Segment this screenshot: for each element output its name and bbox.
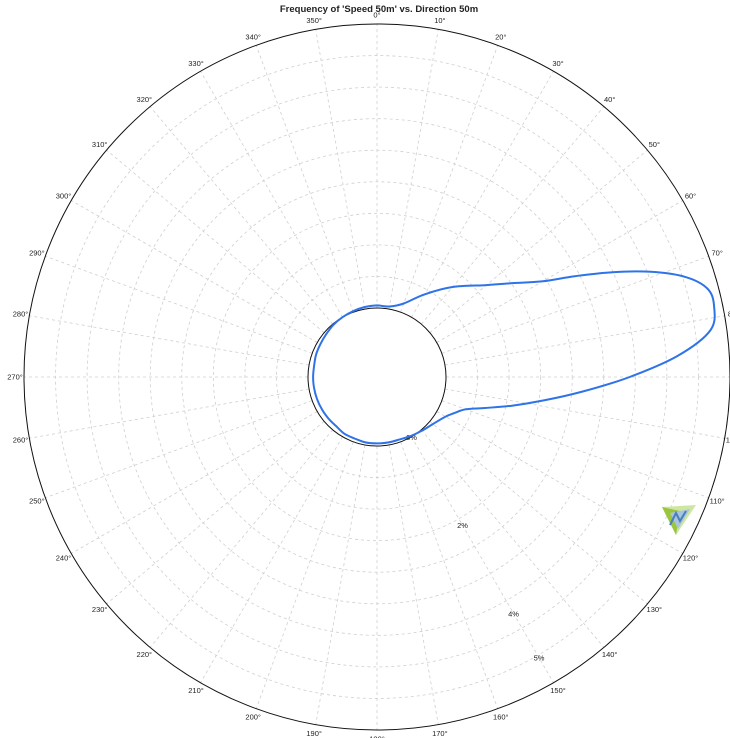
- direction-label: 100°: [726, 435, 730, 444]
- grid-spoke: [255, 441, 354, 709]
- grid-spoke: [149, 429, 333, 648]
- outer-circle: [23, 23, 730, 731]
- grid-spoke: [421, 429, 605, 648]
- direction-label: 30°: [552, 59, 563, 68]
- grid-spoke: [429, 421, 648, 605]
- direction-label: 260°: [13, 435, 29, 444]
- direction-label: 310°: [92, 140, 108, 149]
- grid-circle: [118, 118, 636, 636]
- grid-spoke: [29, 315, 310, 366]
- direction-label: 70°: [711, 249, 722, 258]
- direction-label: 340°: [245, 32, 261, 41]
- grid-spoke: [255, 45, 354, 313]
- radial-labels: 0% 2% 4% 5%: [406, 433, 545, 663]
- grid-spoke: [29, 388, 310, 439]
- direction-label: 160°: [493, 713, 509, 722]
- direction-label: 10°: [434, 16, 445, 25]
- direction-label: 250°: [29, 496, 45, 505]
- grid-spoke: [315, 444, 366, 725]
- grid-spoke: [106, 421, 325, 605]
- grid-spoke: [45, 255, 313, 354]
- direction-label: 200°: [245, 713, 261, 722]
- grid-spoke: [200, 436, 343, 683]
- direction-label: 210°: [188, 686, 204, 695]
- direction-label: 320°: [137, 95, 153, 104]
- grid-spoke: [400, 441, 499, 709]
- grid-circle: [212, 212, 542, 542]
- direction-label: 110°: [710, 496, 725, 505]
- direction-label: 290°: [29, 249, 45, 258]
- direction-label: 170°: [432, 729, 448, 738]
- direction-label: 190°: [306, 729, 322, 738]
- radial-tick-label: 2%: [457, 521, 468, 530]
- direction-label: 280°: [13, 310, 29, 319]
- direction-label: 220°: [137, 650, 153, 659]
- grid-circle: [86, 86, 668, 668]
- grid-spoke: [411, 71, 554, 318]
- direction-label: 350°: [306, 16, 322, 25]
- direction-labels: 0°10°20°30°40°50°60°70°80°90°100°110°120…: [7, 11, 730, 738]
- direction-label: 180°: [369, 735, 385, 738]
- direction-label: 20°: [495, 32, 506, 41]
- grid-circle: [244, 244, 510, 510]
- direction-label: 50°: [649, 140, 660, 149]
- direction-label: 120°: [683, 554, 699, 563]
- grid-spoke: [200, 71, 343, 318]
- logo-icon: [662, 505, 696, 535]
- grid-spoke: [421, 106, 605, 325]
- grid-spoke: [45, 400, 313, 499]
- grid-spoke: [106, 149, 325, 333]
- grid-spoke: [436, 200, 683, 343]
- direction-label: 240°: [56, 554, 72, 563]
- grid-spoke: [149, 106, 333, 325]
- direction-label: 140°: [602, 650, 618, 659]
- grid: [24, 24, 730, 730]
- grid-spoke: [315, 29, 366, 310]
- radial-tick-label: 4%: [508, 609, 519, 618]
- grid-spoke: [71, 200, 318, 343]
- direction-label: 130°: [647, 605, 663, 614]
- series-line: [312, 270, 716, 445]
- grid-spoke: [388, 444, 439, 725]
- direction-label: 270°: [7, 373, 23, 382]
- grid-spoke: [441, 400, 709, 499]
- grid-spoke: [441, 255, 709, 354]
- direction-label: 150°: [550, 686, 566, 695]
- series-layer: [312, 270, 716, 445]
- direction-label: 300°: [56, 192, 72, 201]
- grid-spoke: [71, 411, 318, 554]
- direction-label: 80°: [728, 310, 730, 319]
- direction-label: 60°: [685, 192, 696, 201]
- chart-title: Frequency of 'Speed 50m' vs. Direction 5…: [279, 4, 479, 15]
- direction-label: 0°: [373, 11, 380, 20]
- grid-spoke: [444, 388, 725, 439]
- radial-tick-label: 5%: [534, 654, 545, 663]
- radial-tick-label: 0%: [406, 433, 417, 442]
- grid-spoke: [388, 29, 439, 310]
- direction-label: 230°: [92, 605, 108, 614]
- grid-circle: [149, 149, 605, 605]
- grid-spoke: [400, 45, 499, 313]
- grid-spoke: [436, 411, 683, 554]
- inner-circle: [307, 307, 447, 447]
- direction-label: 40°: [604, 95, 615, 104]
- grid-spoke: [429, 149, 648, 333]
- grid-spoke: [444, 315, 725, 366]
- direction-label: 330°: [188, 59, 204, 68]
- grid-spoke: [411, 436, 554, 683]
